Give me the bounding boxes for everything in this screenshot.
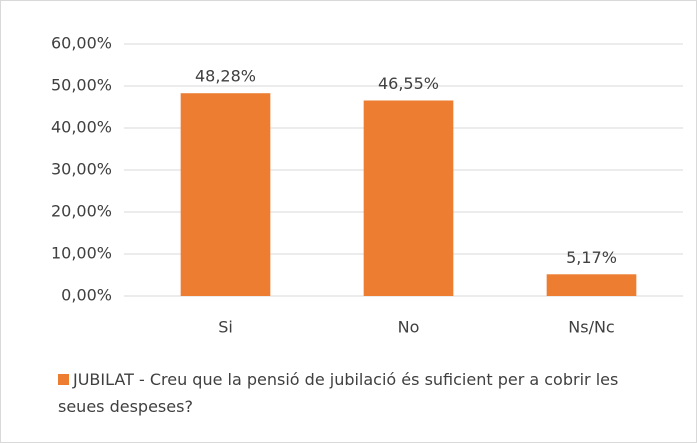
legend-label: JUBILAT - Creu que la pensió de jubilaci… [58, 370, 619, 416]
y-tick-label: 40,00% [51, 118, 112, 137]
x-tick-label: No [398, 318, 420, 337]
legend: JUBILAT - Creu que la pensió de jubilaci… [58, 366, 658, 420]
bar [546, 274, 637, 296]
y-tick-label: 50,00% [51, 76, 112, 95]
data-label: 5,17% [566, 248, 617, 267]
data-label: 46,55% [378, 74, 439, 93]
y-tick-label: 20,00% [51, 202, 112, 221]
bar [363, 100, 454, 297]
legend-swatch [58, 374, 69, 385]
y-tick-label: 60,00% [51, 34, 112, 53]
x-tick-label: Si [218, 318, 233, 337]
data-label: 48,28% [195, 67, 256, 86]
x-tick-label: Ns/Nc [568, 318, 614, 337]
bar [180, 93, 271, 296]
y-tick-label: 10,00% [51, 244, 112, 263]
y-tick-label: 30,00% [51, 160, 112, 179]
y-tick-label: 0,00% [61, 286, 112, 305]
